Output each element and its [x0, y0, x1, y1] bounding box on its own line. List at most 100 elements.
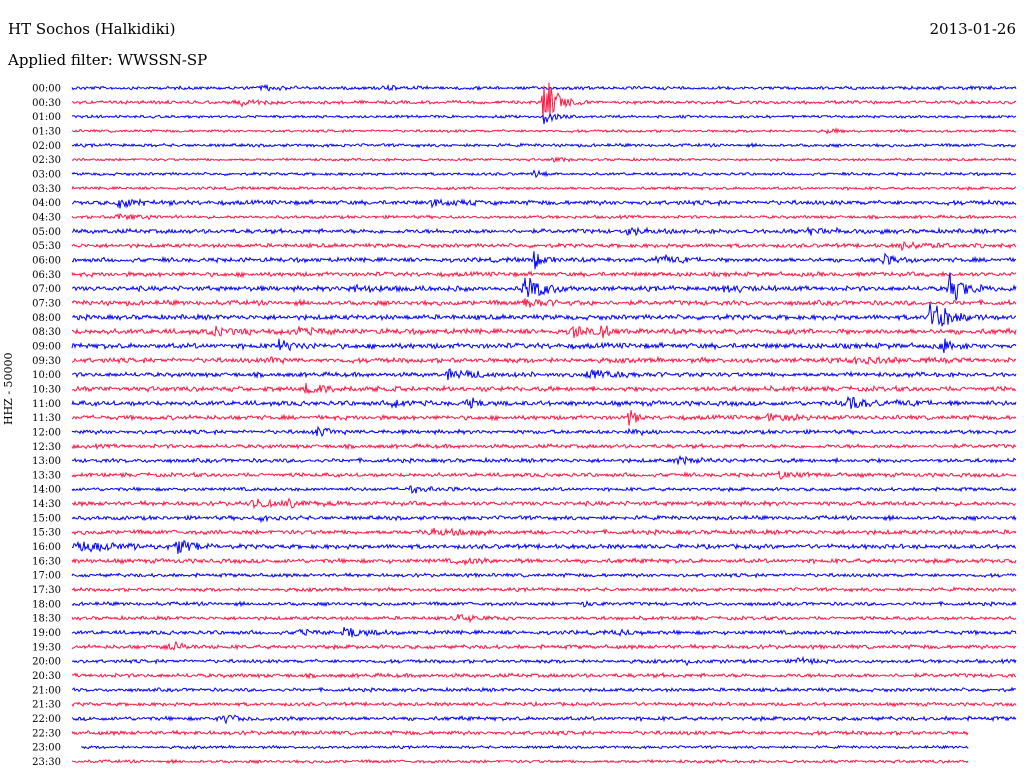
row-time-label: 00:30 [32, 98, 61, 109]
row-time-label: 03:00 [32, 169, 61, 180]
row-time-label: 19:30 [32, 642, 61, 653]
row-time-label: 00:00 [32, 84, 61, 95]
row-time-label: 02:00 [32, 141, 61, 152]
row-time-label: 18:00 [32, 599, 61, 610]
row-time-label: 21:00 [32, 685, 61, 696]
filter-prefix: Applied filter: [8, 51, 113, 69]
trace-row [71, 156, 1017, 163]
trace-row [71, 410, 1017, 426]
trace-row [71, 251, 1017, 270]
row-time-label: 09:30 [32, 356, 61, 367]
trace-row [71, 395, 1017, 410]
row-time-label: 06:30 [32, 270, 61, 281]
trace-row [71, 169, 1017, 179]
trace-row [71, 640, 1017, 651]
row-time-label: 13:30 [32, 470, 61, 481]
row-time-label: 01:00 [32, 112, 61, 123]
row-time-label: 20:00 [32, 657, 61, 668]
row-time-label: 14:30 [32, 499, 61, 510]
trace-row [71, 497, 1017, 510]
row-time-label: 09:00 [32, 341, 61, 352]
row-time-label: 13:00 [32, 456, 61, 467]
trace-row [71, 355, 1017, 366]
row-time-label: 03:30 [32, 184, 61, 195]
row-time-label: 17:00 [32, 571, 61, 582]
row-time-label: 04:00 [32, 198, 61, 209]
row-time-label: 16:30 [32, 556, 61, 567]
row-time-label: 01:30 [32, 126, 61, 137]
row-time-label: 14:00 [32, 485, 61, 496]
trace-row [71, 112, 1017, 125]
trace-row [71, 213, 1017, 221]
row-time-label: 11:00 [32, 399, 61, 410]
row-time-label: 12:00 [32, 427, 61, 438]
row-time-label: 05:30 [32, 241, 61, 252]
row-time-label: 12:30 [32, 442, 61, 453]
row-time-label: 10:00 [32, 370, 61, 381]
row-time-label: 10:30 [32, 384, 61, 395]
trace-row [71, 240, 1017, 252]
trace-row [71, 714, 1017, 725]
row-time-label: 07:00 [32, 284, 61, 295]
row-time-label: 04:30 [32, 212, 61, 223]
row-time-label: 11:30 [32, 413, 61, 424]
trace-row [71, 338, 1017, 354]
row-time-label: 23:30 [32, 757, 61, 768]
trace-row [71, 272, 1017, 301]
trace-row [71, 127, 1017, 135]
row-time-label: 05:00 [32, 227, 61, 238]
filter-name: WWSSN-SP [117, 51, 208, 69]
row-time-label: 06:00 [32, 255, 61, 266]
row-time-label: 19:00 [32, 628, 61, 639]
row-time-label: 15:30 [32, 528, 61, 539]
trace-row [71, 586, 1017, 594]
row-time-label: 18:30 [32, 614, 61, 625]
trace-row [71, 485, 1017, 494]
row-time-label: 22:30 [32, 728, 61, 739]
trace-row [71, 613, 1017, 624]
row-time-label: 08:00 [32, 313, 61, 324]
row-time-label: 21:30 [32, 700, 61, 711]
row-time-label: 02:30 [32, 155, 61, 166]
trace-row [71, 700, 1017, 708]
trace-row [71, 142, 1017, 149]
row-time-label: 07:30 [32, 298, 61, 309]
trace-row [71, 758, 969, 765]
row-time-label: 15:00 [32, 513, 61, 524]
record-date: 2013-01-26 [929, 20, 1016, 38]
row-time-label: 17:30 [32, 585, 61, 596]
trace-row [71, 470, 1017, 480]
trace-row [71, 514, 1017, 524]
trace-row [71, 197, 1017, 209]
filter-label: Applied filter: WWSSN-SP [8, 51, 207, 69]
trace-row [71, 729, 969, 737]
trace-row [81, 744, 969, 750]
trace-row [71, 226, 1017, 237]
trace-row [71, 185, 1017, 192]
row-time-label: 20:30 [32, 671, 61, 682]
trace-row [71, 442, 1017, 451]
trace-row [71, 425, 1017, 437]
trace-row [71, 454, 1017, 466]
trace-row [71, 527, 1017, 537]
trace-row [71, 655, 1017, 667]
row-time-label: 16:00 [32, 542, 61, 553]
trace-row [71, 382, 1017, 395]
row-time-label: 08:30 [32, 327, 61, 338]
row-time-label: 23:00 [32, 743, 61, 754]
trace-row [71, 671, 1017, 680]
trace-row [71, 556, 1017, 567]
trace-row [71, 686, 1017, 694]
trace-row [71, 302, 1017, 327]
trace-row [71, 368, 1017, 381]
trace-row [71, 571, 1017, 579]
trace-row [71, 626, 1017, 638]
trace-row [71, 270, 1017, 279]
trace-row [71, 325, 1017, 339]
trace-row [71, 539, 1017, 555]
trace-row [71, 298, 1017, 308]
trace-row [71, 600, 1017, 608]
trace-row [71, 82, 1017, 120]
row-time-label: 22:00 [32, 714, 61, 725]
